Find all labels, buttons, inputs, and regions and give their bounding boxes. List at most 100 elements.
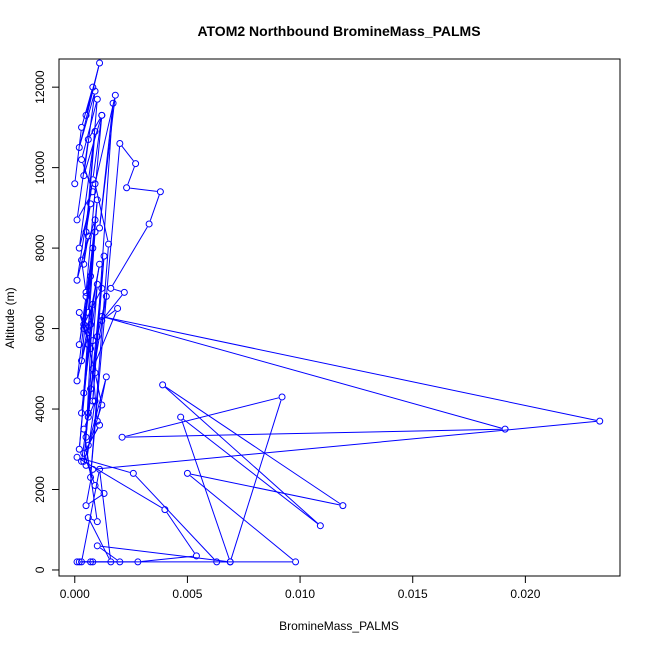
series-segment [77, 183, 93, 277]
data-point [80, 389, 88, 397]
data-point [78, 357, 86, 365]
series-segment [83, 432, 98, 519]
x-tick-label: 0.005 [172, 587, 202, 601]
data-point [80, 325, 88, 333]
series-segment [91, 518, 95, 521]
series-segment [103, 294, 123, 319]
data-point [78, 558, 86, 566]
series-segment [99, 98, 116, 225]
data-series [71, 59, 604, 566]
series-segment [127, 166, 135, 185]
data-point [80, 425, 88, 433]
data-point [82, 502, 90, 510]
data-point [96, 421, 104, 429]
series-segment [95, 98, 116, 181]
data-point [78, 123, 86, 131]
series-segment [93, 311, 117, 366]
data-point [120, 288, 128, 296]
data-point [159, 381, 167, 389]
series-segment [79, 66, 100, 145]
data-point [116, 139, 124, 147]
series-segment [88, 495, 102, 505]
data-point [82, 111, 90, 119]
data-point [109, 99, 117, 107]
series-segment [92, 118, 102, 177]
data-point [84, 232, 92, 240]
data-point [91, 397, 99, 405]
data-point [87, 321, 95, 329]
data-point [161, 506, 169, 514]
data-point [75, 341, 83, 349]
x-tick-label: 0.020 [510, 587, 540, 601]
data-point [91, 228, 99, 236]
y-tick-label: 0 [33, 566, 47, 573]
series-segment [92, 372, 98, 418]
data-point [89, 188, 97, 196]
data-point [73, 377, 81, 385]
data-point [93, 333, 101, 341]
y-tick-label: 10000 [33, 151, 47, 185]
data-point [107, 558, 115, 566]
data-point [89, 83, 97, 91]
data-point [93, 196, 101, 204]
data-point [80, 260, 88, 268]
data-point [75, 308, 83, 316]
series-segment [112, 226, 148, 286]
series-segment [81, 416, 89, 458]
y-tick-label: 8000 [33, 234, 47, 261]
x-tick-label: 0.010 [285, 587, 315, 601]
data-point [82, 288, 90, 296]
y-tick-label: 2000 [33, 476, 47, 503]
chart-title: ATOM2 Northbound BromineMass_PALMS [197, 23, 480, 39]
data-point [156, 188, 164, 196]
series-segment [92, 106, 114, 398]
series-segment [88, 380, 106, 442]
series-segment [97, 487, 102, 492]
data-point [89, 244, 97, 252]
data-point [98, 312, 106, 320]
data-point [292, 558, 300, 566]
data-point [93, 95, 101, 103]
series-segment [141, 555, 194, 563]
series-segment [85, 427, 99, 451]
data-point [75, 445, 83, 453]
data-point [100, 490, 108, 498]
y-tick-label: 12000 [33, 70, 47, 104]
data-point [134, 558, 142, 566]
data-point [89, 176, 97, 184]
data-point [118, 433, 126, 441]
data-point [129, 469, 137, 477]
series-segment [130, 187, 157, 192]
data-point [96, 224, 104, 232]
series-segment [88, 344, 94, 410]
series-segment [164, 386, 319, 524]
data-point [98, 111, 106, 119]
series-segment [181, 420, 230, 559]
data-point [105, 240, 113, 248]
x-axis: 0.000 0.005 0.010 0.015 0.020 [60, 575, 541, 601]
data-point [84, 409, 92, 417]
data-point [96, 465, 104, 473]
data-point [98, 284, 106, 292]
data-point [91, 369, 99, 377]
data-point [98, 317, 106, 325]
data-point [73, 558, 81, 566]
data-point [82, 461, 90, 469]
data-point [145, 220, 153, 228]
data-point [82, 228, 90, 236]
series-segment [76, 235, 96, 378]
data-point [316, 522, 324, 530]
series-segment [99, 472, 111, 559]
data-point [192, 552, 200, 560]
series-segment [82, 223, 95, 258]
data-point [93, 518, 101, 526]
series-segment [190, 473, 340, 506]
data-point [82, 292, 90, 300]
series-segment [125, 397, 279, 437]
series-segment [100, 545, 227, 562]
data-point [278, 393, 286, 401]
series-segment [166, 512, 195, 554]
data-point [84, 308, 92, 316]
series-segment [79, 458, 163, 509]
data-point [87, 200, 95, 208]
